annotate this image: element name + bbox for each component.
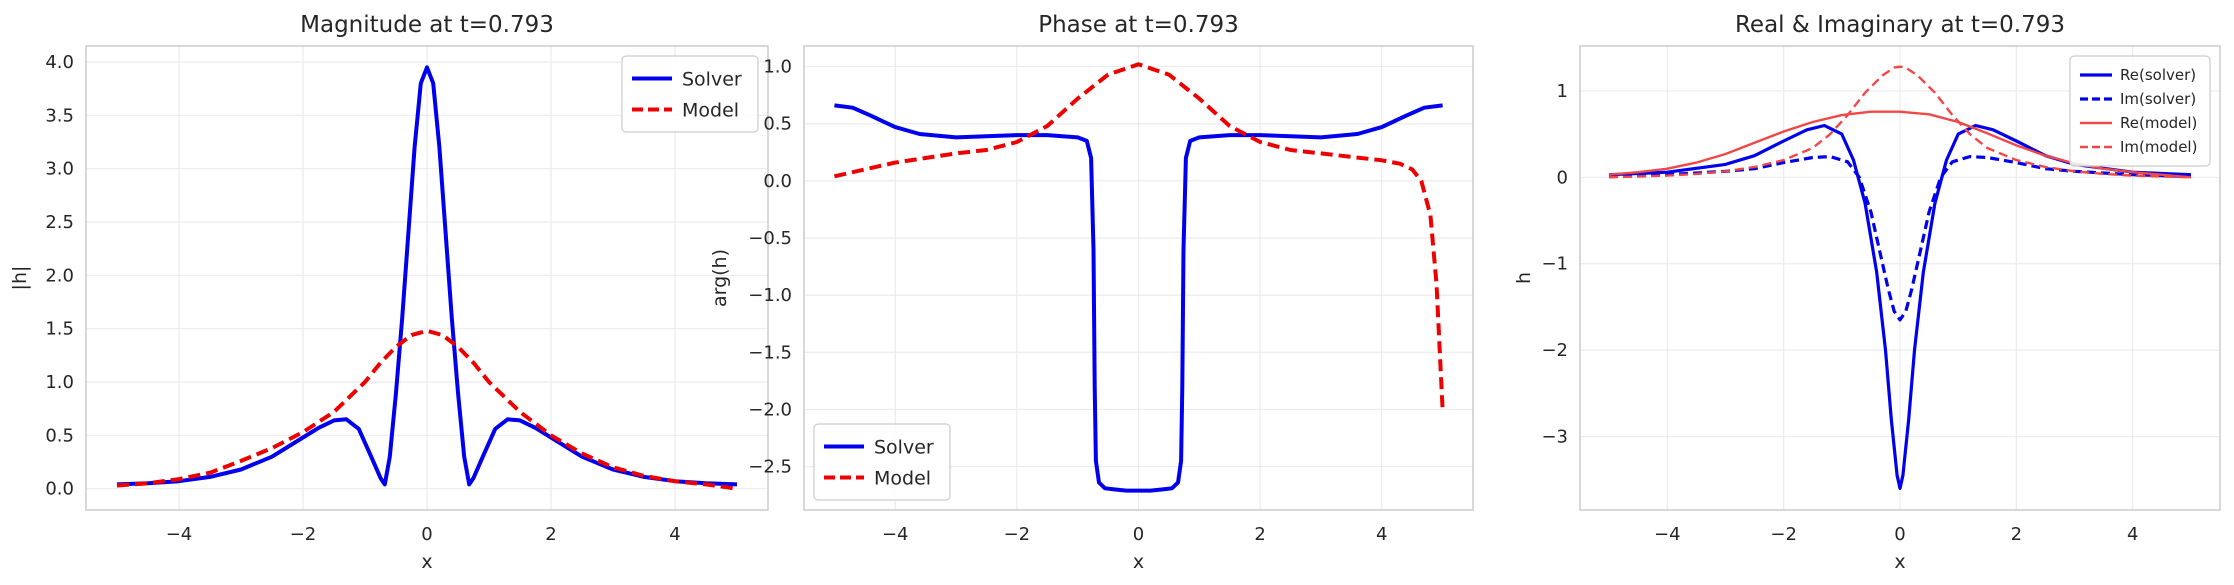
legend-entry: Model (874, 468, 931, 490)
legend-entry: Solver (682, 69, 742, 91)
series-line-3 (1608, 110, 2192, 179)
legend-box (813, 423, 951, 501)
series-line-2 (1609, 155, 2191, 322)
legend-entry: Re(model) (2120, 114, 2197, 132)
legend: Re(solver) Im(solver) Re(model) Im(model) (2069, 55, 2211, 167)
chart-title: Magnitude at t=0.793 (300, 12, 554, 38)
x-tick-label: 4 (669, 524, 680, 545)
x-tick-label: 2 (2011, 524, 2022, 545)
x-tick-label: −2 (1004, 524, 1031, 545)
x-tick-label: 2 (545, 524, 556, 545)
series-line-1 (116, 65, 738, 487)
y-axis-label: arg(h) (709, 249, 731, 307)
y-tick-label: 1.0 (45, 372, 74, 393)
y-tick-label: −2.5 (748, 457, 792, 478)
y-axis-label: |h| (9, 266, 31, 291)
series-line-1 (834, 103, 1443, 493)
x-tick-label: 0 (1133, 524, 1144, 545)
y-tick-label: 3.0 (45, 159, 74, 180)
legend-entry: Re(solver) (2120, 66, 2196, 84)
x-tick-label: −4 (1654, 524, 1681, 545)
chart-title: Phase at t=0.793 (1038, 12, 1239, 38)
legend-entry: Im(model) (2120, 138, 2197, 156)
axes-frame (1579, 45, 2221, 511)
legend: Solver Model (621, 55, 759, 133)
y-tick-label: −3 (1541, 427, 1568, 448)
y-tick-label: 3.5 (45, 105, 74, 126)
x-tick-label: −2 (1770, 524, 1797, 545)
x-tick-label: 2 (1254, 524, 1265, 545)
y-tick-label: 0.0 (45, 479, 74, 500)
x-tick-label: 4 (2127, 524, 2138, 545)
x-tick-label: −4 (166, 524, 193, 545)
x-tick-label: 4 (1376, 524, 1387, 545)
legend-box (2069, 55, 2211, 167)
series-line-2 (833, 62, 1445, 410)
y-tick-label: 2.0 (45, 265, 74, 286)
chart-panel-1: −4 −2 0 2 4 0.0 0.5 1.0 1.5 2.0 2.5 3.0 3.5 4.0 Magnit… (9, 12, 769, 573)
y-tick-label: −1.0 (748, 285, 792, 306)
legend-entry: Solver (874, 437, 934, 459)
y-tick-label: −0.5 (748, 228, 792, 249)
series-line-4 (1609, 65, 2191, 179)
x-tick-label: −2 (290, 524, 317, 545)
chart-panel-2: −4 −2 0 2 4 −2.5 −2.0 −1.5 −1.0 −0.5 0.0 0.5 1.0 Phas… (709, 12, 1474, 573)
y-tick-label: 0 (1557, 167, 1568, 188)
legend-box (621, 55, 759, 133)
y-tick-label: 2.5 (45, 212, 74, 233)
y-tick-label: 4.0 (45, 52, 74, 73)
series-line-1 (1609, 123, 2191, 490)
x-axis-label: x (421, 551, 432, 573)
chart-title: Real & Imaginary at t=0.793 (1735, 12, 2065, 38)
x-axis-label: x (1133, 551, 1144, 573)
axes-frame (85, 45, 769, 511)
legend-entry: Model (682, 100, 739, 122)
y-tick-label: −2 (1541, 340, 1568, 361)
y-tick-label: 1.0 (763, 57, 792, 78)
y-tick-label: −1.5 (748, 342, 792, 363)
series-line-2 (116, 328, 738, 491)
axes-frame (803, 45, 1474, 511)
y-tick-label: 0.5 (763, 114, 792, 135)
chart-panel-3: −4 −2 0 2 4 −3 −2 −1 0 1 Real & Imaginary at t=0.7… (1513, 12, 2221, 573)
x-tick-label: −4 (882, 524, 909, 545)
legend-entry: Im(solver) (2120, 90, 2196, 108)
y-tick-label: −2.0 (748, 399, 792, 420)
y-tick-label: 0.5 (45, 425, 74, 446)
y-axis-label: h (1513, 272, 1535, 284)
y-tick-label: −1 (1541, 254, 1568, 275)
x-tick-label: 0 (421, 524, 432, 545)
y-tick-label: 1.5 (45, 319, 74, 340)
x-tick-label: 0 (1894, 524, 1905, 545)
y-tick-label: 0.0 (763, 171, 792, 192)
y-tick-label: 1 (1557, 81, 1568, 102)
x-axis-label: x (1894, 551, 1905, 573)
legend: Solver Model (813, 423, 951, 501)
